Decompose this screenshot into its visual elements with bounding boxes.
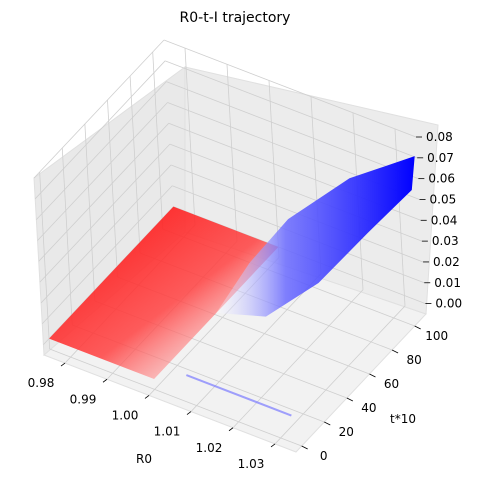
x-grid-line bbox=[226, 64, 238, 242]
y-tick-label: 0 bbox=[320, 449, 328, 463]
z-grid-line bbox=[43, 206, 174, 345]
z-grid-line bbox=[36, 81, 167, 220]
chart-title: R0-t-I trajectory bbox=[180, 10, 291, 26]
x-grid-line bbox=[394, 128, 406, 306]
x-tick-mark bbox=[270, 443, 276, 448]
x-grid-line bbox=[190, 273, 322, 412]
y-grid-line bbox=[107, 99, 118, 278]
z-tick-label: 0.05 bbox=[430, 192, 457, 206]
x-grid-line bbox=[268, 80, 280, 258]
surface-red-region bbox=[49, 206, 279, 379]
y-tick-mark bbox=[369, 373, 376, 378]
y-tick-mark bbox=[324, 421, 331, 426]
z-grid-line bbox=[40, 164, 172, 304]
x-tick-label: 1.02 bbox=[196, 441, 223, 455]
z-grid-line bbox=[41, 185, 173, 325]
x-grid-line bbox=[232, 289, 364, 429]
z-grid-line bbox=[166, 81, 419, 180]
y-tick-mark bbox=[414, 325, 421, 330]
y-tick-mark bbox=[346, 397, 354, 402]
y-tick-mark bbox=[391, 349, 399, 354]
y-grid-line bbox=[61, 147, 73, 326]
z-grid-line bbox=[37, 102, 168, 241]
y-tick-mark bbox=[301, 445, 308, 450]
x-tick-label: 0.99 bbox=[70, 392, 97, 406]
x-tick-label: 1.03 bbox=[238, 457, 265, 471]
x-tick-label: 1.01 bbox=[154, 425, 181, 439]
y-grid-line bbox=[129, 75, 141, 254]
z-tick-label: 0.08 bbox=[426, 130, 453, 144]
y-grid-line bbox=[84, 123, 96, 302]
z-tick-label: 0.03 bbox=[432, 234, 459, 248]
z-tick-label: 0.00 bbox=[435, 297, 462, 311]
z-tick-label: 0.07 bbox=[427, 151, 454, 165]
y-tick-label: 40 bbox=[361, 401, 376, 415]
y-tick-label: 60 bbox=[384, 377, 399, 391]
y-axis-label: t*10 bbox=[390, 412, 416, 426]
x-tick-label: 0.98 bbox=[28, 376, 55, 390]
z-tick-label: 0.04 bbox=[431, 213, 458, 227]
x-tick-mark bbox=[102, 378, 108, 383]
z-grid-line bbox=[38, 123, 169, 262]
axis-ticks: 0.98 0.99 1.00 1.01 1.02 1.03 0 20 40 60 80 100 0.00… bbox=[28, 130, 462, 471]
x-grid-line bbox=[274, 305, 406, 445]
x-tick-mark bbox=[60, 362, 66, 367]
y-grid-line bbox=[152, 51, 164, 230]
grid-lines bbox=[33, 39, 426, 447]
x-axis-label: R0 bbox=[136, 452, 152, 466]
z-tick-label: 0.02 bbox=[433, 255, 460, 269]
surface-plot bbox=[49, 156, 415, 417]
surface-blue-region bbox=[216, 156, 415, 317]
z-grid-line bbox=[33, 39, 165, 179]
y-tick-label: 80 bbox=[406, 353, 421, 367]
z-tick-label: 0.01 bbox=[434, 276, 461, 290]
y-grid-line bbox=[49, 348, 302, 447]
z-grid-line bbox=[165, 60, 418, 159]
z-grid-line bbox=[34, 60, 166, 200]
surface-floor-trace bbox=[186, 374, 292, 417]
y-grid-line bbox=[39, 171, 51, 350]
x-tick-mark bbox=[186, 411, 192, 415]
z-grid-line bbox=[169, 143, 423, 242]
z-grid-line bbox=[163, 39, 417, 138]
y-tick-label: 100 bbox=[425, 329, 448, 343]
x-tick-label: 1.00 bbox=[112, 408, 139, 422]
x-tick-mark bbox=[144, 395, 150, 399]
x-tick-mark bbox=[228, 427, 234, 432]
z-grid-line bbox=[39, 143, 171, 283]
y-tick-label: 20 bbox=[339, 425, 354, 439]
x-grid-line bbox=[184, 48, 196, 226]
z-tick-label: 0.06 bbox=[428, 172, 455, 186]
